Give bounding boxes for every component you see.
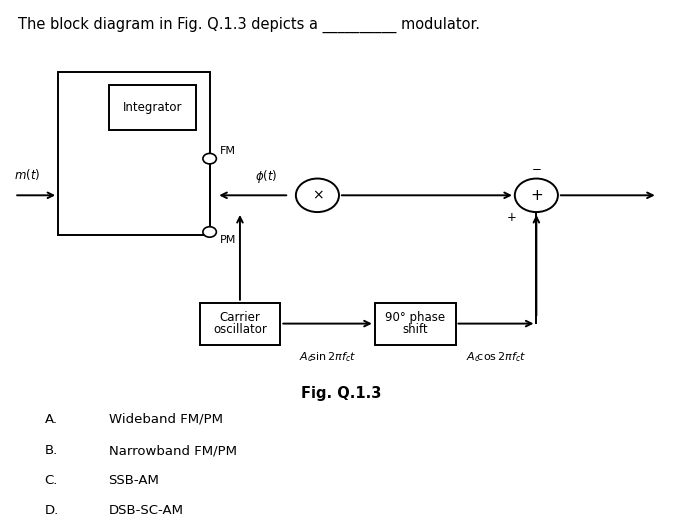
Bar <box>200 303 280 345</box>
Text: FM: FM <box>220 146 236 156</box>
Circle shape <box>515 179 558 212</box>
Text: shift: shift <box>402 323 428 336</box>
Text: D.: D. <box>44 504 59 517</box>
Bar <box>108 85 196 130</box>
Text: oscillator: oscillator <box>213 323 267 336</box>
Text: SSB-AM: SSB-AM <box>108 474 160 487</box>
Text: C.: C. <box>44 474 58 487</box>
Text: Narrowband FM/PM: Narrowband FM/PM <box>108 444 237 457</box>
Text: −: − <box>531 163 542 176</box>
Circle shape <box>296 179 339 212</box>
Text: Integrator: Integrator <box>123 101 182 114</box>
Text: 90° phase: 90° phase <box>385 311 445 324</box>
Text: $A_c\!\cos 2\pi f_c t$: $A_c\!\cos 2\pi f_c t$ <box>466 350 527 363</box>
Text: $m(t)$: $m(t)$ <box>14 167 40 182</box>
Text: A.: A. <box>44 413 57 426</box>
Text: $\times$: $\times$ <box>312 188 323 202</box>
Text: $A_c\!\sin 2\pi f_c t$: $A_c\!\sin 2\pi f_c t$ <box>299 350 357 363</box>
Circle shape <box>203 227 216 237</box>
Text: Fig. Q.1.3: Fig. Q.1.3 <box>301 386 381 402</box>
Bar <box>374 303 456 345</box>
Bar <box>58 72 209 235</box>
Text: B.: B. <box>44 444 58 457</box>
Text: $\phi(t)$: $\phi(t)$ <box>255 168 278 185</box>
Text: Carrier: Carrier <box>220 311 261 324</box>
Text: PM: PM <box>220 235 236 245</box>
Text: $+$: $+$ <box>530 188 543 203</box>
Text: Wideband FM/PM: Wideband FM/PM <box>108 413 222 426</box>
Text: DSB-SC-AM: DSB-SC-AM <box>108 504 183 517</box>
Text: The block diagram in Fig. Q.1.3 depicts a __________ modulator.: The block diagram in Fig. Q.1.3 depicts … <box>18 17 479 34</box>
Text: +: + <box>507 211 516 224</box>
Circle shape <box>203 153 216 164</box>
